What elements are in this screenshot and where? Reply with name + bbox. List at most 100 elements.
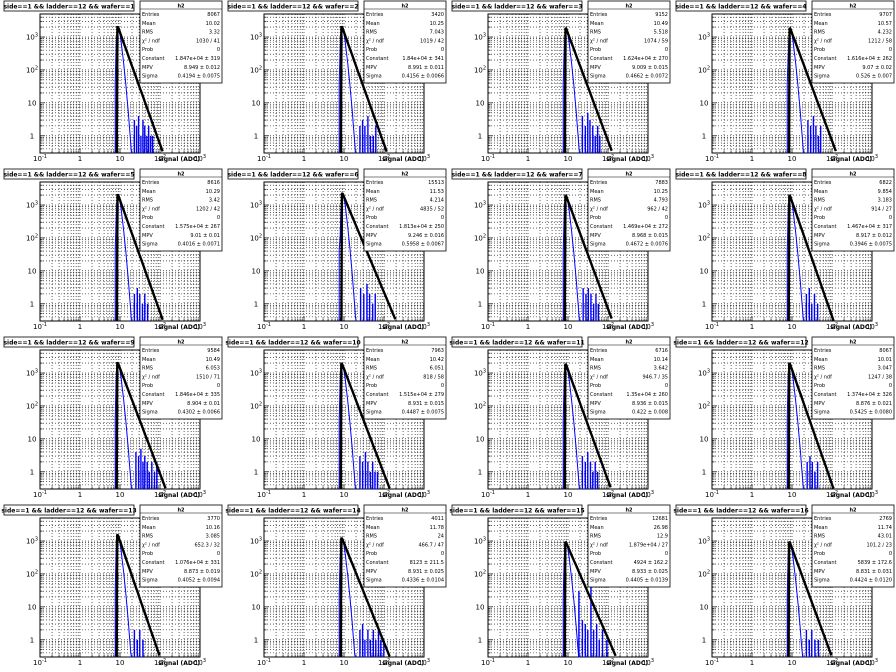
histogram-bin bbox=[372, 135, 375, 153]
histogram-bin bbox=[371, 303, 374, 321]
stats-value: 9152 bbox=[655, 12, 668, 18]
landau-fit-curve bbox=[339, 362, 391, 490]
stats-label: χ² / ndf bbox=[142, 38, 160, 44]
stats-value: 15513 bbox=[428, 180, 444, 186]
stats-value: 1.467e+04 ± 317 bbox=[847, 224, 892, 230]
stats-value: 0 bbox=[665, 383, 668, 389]
stats-label: Constant bbox=[590, 392, 613, 398]
stats-value: 4835 / 52 bbox=[420, 206, 444, 212]
y-tick-label: 10 bbox=[476, 435, 485, 443]
stats-label: RMS bbox=[142, 534, 153, 540]
y-tick-label: 102 bbox=[26, 65, 38, 74]
x-tick-label: 10-1 bbox=[257, 490, 271, 499]
x-axis-title: signal (ADC) bbox=[830, 660, 872, 667]
histogram-bin bbox=[816, 303, 819, 321]
stats-label: Entries bbox=[142, 516, 160, 522]
histogram-title-box: side==1 && ladder==12 && wafer==15 bbox=[449, 504, 585, 516]
histogram-bin bbox=[598, 639, 600, 657]
x-axis-title: signal (ADC) bbox=[382, 156, 424, 163]
x-tick-label: 103 bbox=[418, 658, 430, 667]
histogram-plot: 10-1 1 10 102 103 1 10 102 103 side==1 && ladder=… bbox=[449, 336, 671, 499]
histogram-bin bbox=[814, 471, 816, 489]
histogram-pad: 10-1 1 10 102 103 1 10 102 103 side==1 && ladder=… bbox=[672, 168, 896, 336]
stats-label: Sigma bbox=[590, 74, 606, 80]
histogram-bin bbox=[151, 461, 153, 489]
histogram-bin bbox=[369, 639, 372, 657]
landau-fit-curve bbox=[115, 534, 161, 658]
histogram-bin bbox=[376, 471, 379, 489]
stats-label: RMS bbox=[590, 30, 601, 36]
landau-fit-curve bbox=[339, 25, 388, 154]
y-tick-label: 102 bbox=[698, 569, 710, 578]
histogram-plot: 10-1 1 10 102 103 1 10 102 103 side==1 && ladder=… bbox=[3, 168, 223, 331]
stats-value: 11.53 bbox=[430, 189, 444, 195]
stats-label: Entries bbox=[142, 12, 160, 18]
stats-box: h2 Entries 9707 Mean 10.57 RMS 4.232 χ² / ndf 12… bbox=[811, 0, 895, 84]
landau-fit-curve bbox=[787, 541, 833, 658]
histogram-pad: 10-1 1 10 102 103 1 10 102 103 side==1 && ladder=… bbox=[0, 504, 224, 672]
stats-value: 10.16 bbox=[206, 525, 220, 531]
stats-value: 7883 bbox=[655, 180, 668, 186]
landau-fit-curve bbox=[115, 25, 164, 154]
histogram-bin bbox=[814, 639, 816, 657]
histogram-bin bbox=[367, 461, 369, 489]
histogram-bin bbox=[364, 639, 366, 657]
stats-value: 8.917 ± 0.012 bbox=[856, 233, 892, 239]
histogram-bin bbox=[366, 283, 368, 321]
y-tick-label: 1 bbox=[702, 132, 706, 140]
x-tick-label: 10-1 bbox=[257, 322, 271, 331]
y-tick-label: 10 bbox=[476, 267, 485, 275]
stats-box: h2 Entries 8616 Mean 10.29 RMS 3.42 χ² / ndf 120… bbox=[139, 168, 223, 252]
stats-value: 0 bbox=[441, 215, 444, 221]
landau-fit-curve bbox=[115, 361, 167, 490]
y-tick-label: 103 bbox=[698, 201, 710, 210]
x-tick-label: 1 bbox=[78, 323, 82, 331]
stats-value: 3770 bbox=[207, 516, 220, 522]
stats-label: χ² / ndf bbox=[590, 374, 608, 380]
stats-box: h2 Entries 3420 Mean 10.25 RMS 7.043 χ² / ndf 10… bbox=[363, 0, 447, 84]
stats-box: h2 Entries 6822 Mean 9.854 RMS 3.183 χ² / ndf 91… bbox=[811, 168, 895, 252]
stats-box: h2 Entries 7963 Mean 10.42 RMS 6.051 χ² / ndf 81… bbox=[363, 336, 447, 420]
y-tick-label: 10 bbox=[476, 99, 485, 107]
histogram-bin bbox=[805, 293, 808, 321]
histogram-bin bbox=[809, 456, 811, 489]
histogram-bin bbox=[596, 125, 599, 153]
histogram-bin bbox=[594, 135, 596, 153]
x-tick-label: 1 bbox=[78, 659, 82, 667]
stats-value: 6.051 bbox=[430, 366, 444, 372]
stats-value: 1247 / 38 bbox=[868, 374, 892, 380]
stats-label: Prob bbox=[590, 215, 601, 221]
stats-value: 10.01 bbox=[878, 357, 892, 363]
x-tick-label: 10-1 bbox=[481, 658, 495, 667]
y-tick-label: 103 bbox=[26, 33, 38, 42]
y-tick-label: 1 bbox=[254, 468, 258, 476]
stats-label: Prob bbox=[366, 215, 377, 221]
histogram-bin bbox=[141, 303, 144, 321]
histogram-bin bbox=[133, 629, 136, 657]
stats-value: 101.2 / 23 bbox=[866, 542, 892, 548]
stats-value: 0.4052 ± 0.0094 bbox=[178, 578, 220, 584]
stats-value: 0 bbox=[441, 47, 444, 53]
stats-value: 24 bbox=[438, 534, 444, 540]
y-tick-label: 103 bbox=[698, 537, 710, 546]
histogram-title-box: side==1 && ladder==12 && wafer==10 bbox=[225, 336, 361, 348]
x-tick-label: 103 bbox=[642, 490, 654, 499]
stats-value: 11.78 bbox=[430, 525, 444, 531]
histogram-bin bbox=[597, 303, 600, 321]
x-tick-label: 1 bbox=[78, 491, 82, 499]
y-tick-label: 1 bbox=[478, 468, 482, 476]
stats-label: Mean bbox=[590, 357, 604, 363]
stats-label: Constant bbox=[142, 224, 165, 230]
stats-value: 1212 / 58 bbox=[868, 38, 892, 44]
histogram-bin bbox=[148, 471, 151, 489]
stats-value: 1.469e+04 ± 272 bbox=[623, 224, 668, 230]
stats-label: Entries bbox=[814, 12, 832, 18]
stats-hist-name: h2 bbox=[177, 508, 185, 514]
stats-value: 0 bbox=[889, 47, 892, 53]
histogram-title: side==1 && ladder==12 && wafer==6 bbox=[227, 172, 358, 179]
stats-label: Sigma bbox=[366, 242, 382, 248]
x-tick-label: 10-1 bbox=[481, 154, 495, 163]
stats-label: χ² / ndf bbox=[814, 38, 832, 44]
histogram-bin bbox=[811, 629, 813, 657]
histogram-bin bbox=[359, 288, 362, 321]
